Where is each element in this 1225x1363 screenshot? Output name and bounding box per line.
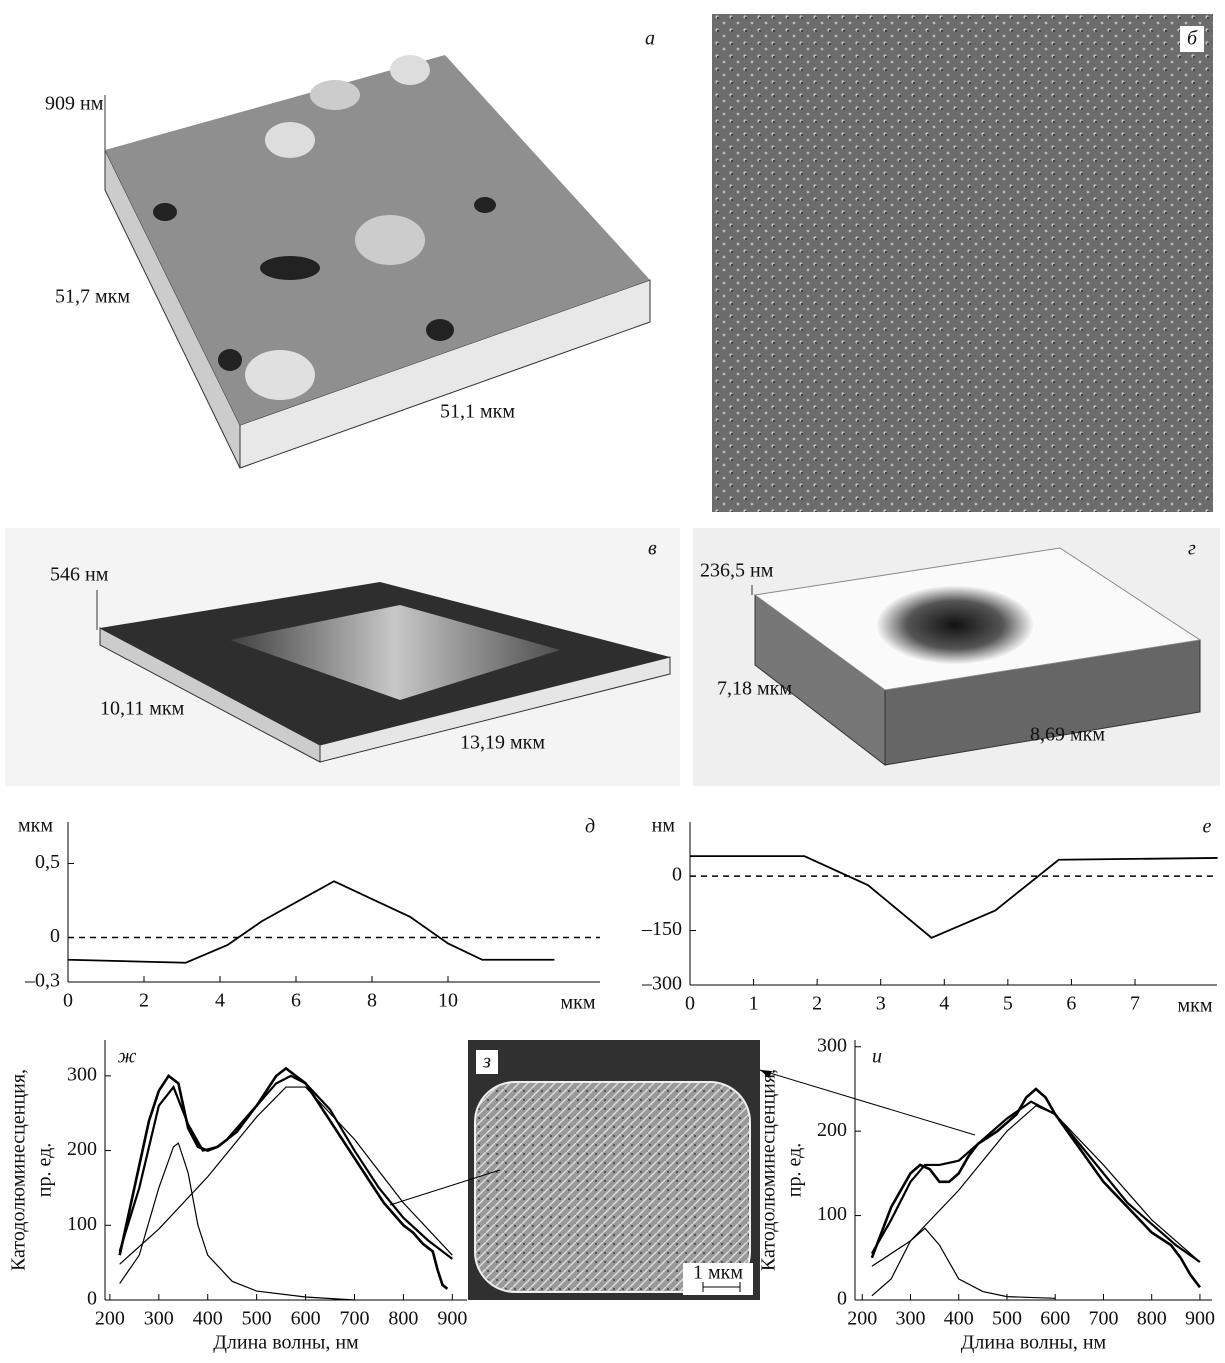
x-tick-label: 2	[812, 993, 822, 1015]
x-tick-label: 200	[95, 1308, 125, 1330]
y-axis-title: пр. ед.	[34, 1143, 56, 1198]
scale-label: 1 мкм	[693, 1262, 743, 1284]
width-label: 51,1 мкм	[440, 401, 515, 423]
y-tick-label: 0,5	[35, 851, 60, 873]
y-tick-label: 200	[817, 1119, 847, 1141]
x-axis-title: Длина волны, нм	[213, 1332, 359, 1354]
panel-label: ж	[118, 1046, 137, 1068]
width-label: 13,19 мкм	[460, 732, 545, 754]
x-tick-label: 800	[1137, 1308, 1167, 1330]
y-unit: нм	[652, 815, 676, 837]
x-tick-label: 4	[939, 993, 949, 1015]
data-line	[872, 1102, 1200, 1262]
page: 909 нм 51,7 мкм 51,1 мкм а б 546 нм 10,1…	[0, 0, 1225, 1363]
y-tick-label: 200	[67, 1138, 97, 1160]
x-tick-label: 7	[1130, 993, 1140, 1015]
height-label: 909 нм	[45, 93, 104, 115]
x-tick-label: 400	[193, 1308, 223, 1330]
data-line	[120, 1087, 453, 1264]
x-tick-label: 10	[438, 990, 458, 1012]
x-tick-label: 1	[749, 993, 759, 1015]
x-tick-label: 300	[144, 1308, 174, 1330]
y-tick-label: 100	[67, 1213, 97, 1235]
x-tick-label: 600	[1040, 1308, 1070, 1330]
x-tick-label: 600	[291, 1308, 321, 1330]
depth-label: 51,7 мкм	[55, 286, 130, 308]
panel-label: е	[1203, 816, 1212, 838]
figure: 909 нм 51,7 мкм 51,1 мкм а б 546 нм 10,1…	[0, 0, 1225, 1358]
panel-label: з	[482, 1051, 491, 1073]
x-tick-label: 400	[944, 1308, 974, 1330]
x-tick-label: 700	[1088, 1308, 1118, 1330]
data-line	[120, 1143, 355, 1300]
x-tick-label: 6	[291, 990, 301, 1012]
y-unit: мкм	[18, 815, 53, 837]
y-axis-title: Катодолюминесценция,	[758, 1069, 780, 1271]
data-line	[68, 881, 554, 962]
x-tick-label: 500	[242, 1308, 272, 1330]
panel-label: а	[645, 28, 655, 50]
data-line	[120, 1076, 453, 1259]
x-tick-label: 900	[1185, 1308, 1215, 1330]
x-tick-label: 5	[1003, 993, 1013, 1015]
y-tick-label: 100	[817, 1203, 847, 1225]
x-tick-label: 2	[139, 990, 149, 1012]
panel-label: и	[872, 1046, 882, 1068]
y-tick-label: 300	[817, 1034, 847, 1056]
y-tick-label: 0	[837, 1288, 847, 1310]
y-axis-title: пр. ед.	[784, 1143, 806, 1198]
panel-label: д	[585, 816, 595, 838]
panel-g: 236,5 нм 7,18 мкм 8,69 мкм г	[693, 528, 1220, 786]
x-tick-label: 8	[367, 990, 377, 1012]
x-tick-label: 800	[388, 1308, 418, 1330]
x-tick-label: 500	[992, 1308, 1022, 1330]
y-tick-label: 0	[672, 864, 682, 886]
panel-b: б	[712, 14, 1213, 512]
x-tick-label: 700	[339, 1308, 369, 1330]
height-label: 546 нм	[50, 564, 109, 586]
y-tick-label: –0,3	[24, 970, 60, 992]
panel-label: б	[1187, 28, 1198, 50]
depth-label: 10,11 мкм	[100, 698, 185, 720]
y-tick-label: 0	[50, 925, 60, 947]
y-axis-title: Катодолюминесценция,	[8, 1069, 30, 1271]
x-unit: мкм	[560, 992, 595, 1014]
data-line	[872, 1228, 1055, 1298]
depth-label: 7,18 мкм	[717, 678, 792, 700]
x-tick-label: 6	[1066, 993, 1076, 1015]
panel-z: з 1 мкм	[390, 1040, 975, 1300]
x-tick-label: 200	[847, 1308, 877, 1330]
panel-a: 909 нм 51,7 мкм 51,1 мкм а	[45, 28, 655, 468]
data-line	[872, 1106, 1200, 1266]
panel-label: в	[648, 538, 657, 560]
x-tick-label: 0	[685, 993, 695, 1015]
y-tick-label: 300	[67, 1063, 97, 1085]
x-tick-label: 900	[437, 1308, 467, 1330]
y-tick-label: –150	[641, 918, 682, 940]
x-tick-label: 4	[215, 990, 225, 1012]
x-tick-label: 3	[876, 993, 886, 1015]
data-line	[120, 1068, 448, 1288]
height-label: 236,5 нм	[700, 560, 774, 582]
panel-label: г	[1188, 538, 1196, 560]
x-tick-label: 300	[895, 1308, 925, 1330]
x-tick-label: 0	[63, 990, 73, 1012]
y-tick-label: 0	[87, 1288, 97, 1310]
data-line	[690, 856, 1218, 938]
panel-v: 546 нм 10,11 мкм 13,19 мкм в	[5, 528, 680, 786]
x-unit: мкм	[1177, 995, 1212, 1017]
y-tick-label: –300	[641, 973, 682, 995]
width-label: 8,69 мкм	[1030, 724, 1105, 746]
x-axis-title: Длина волны, нм	[961, 1332, 1107, 1354]
